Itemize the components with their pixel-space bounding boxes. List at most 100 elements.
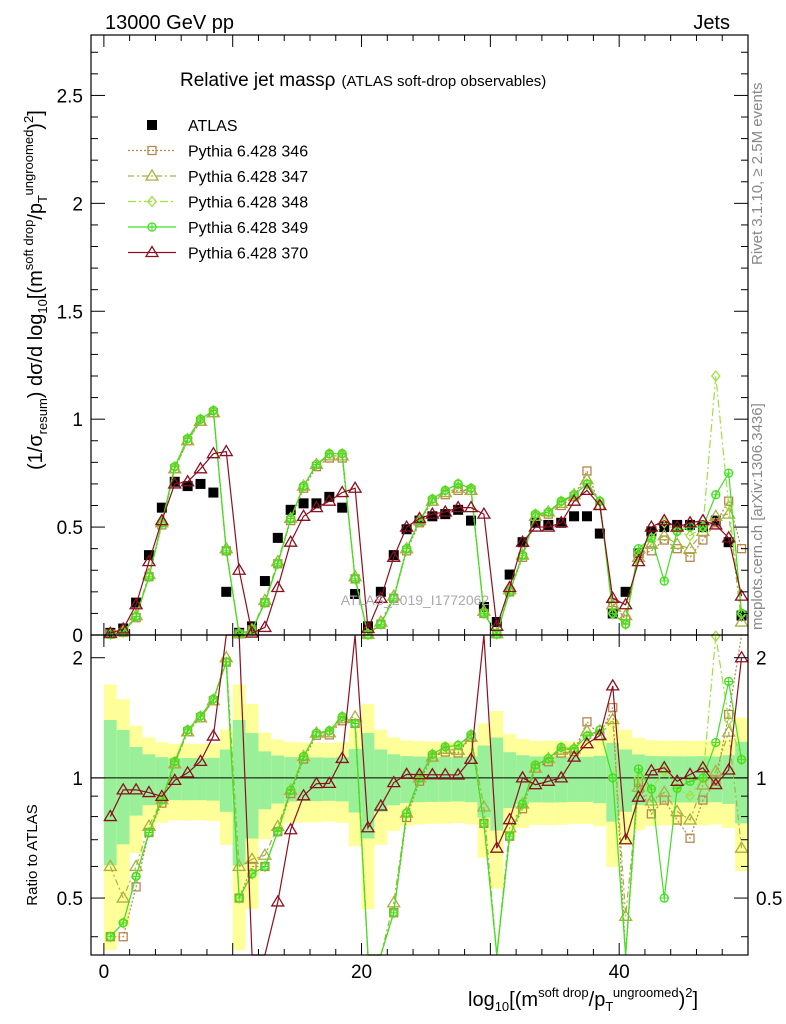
data-marker xyxy=(479,607,489,620)
data-marker xyxy=(427,511,438,522)
marker-cross xyxy=(441,742,450,751)
data-marker xyxy=(169,476,180,487)
ratio-tick-label-right: 0.5 xyxy=(756,889,782,910)
marker-cross xyxy=(454,741,463,750)
marker-cross xyxy=(312,729,321,738)
data-marker xyxy=(118,916,129,929)
data-marker xyxy=(147,195,157,208)
data-marker xyxy=(736,754,747,765)
data-marker xyxy=(698,771,708,784)
marker-cross xyxy=(132,872,141,881)
data-marker xyxy=(412,767,427,780)
data-marker xyxy=(669,519,685,532)
band-green xyxy=(258,751,272,810)
marker-cross xyxy=(312,460,321,469)
data-marker xyxy=(170,756,180,767)
data-marker xyxy=(322,776,337,789)
band-green xyxy=(335,757,349,802)
marker-cross xyxy=(119,918,128,927)
data-marker xyxy=(414,514,425,527)
data-marker xyxy=(399,519,414,532)
data-marker xyxy=(543,519,554,530)
data-marker xyxy=(566,493,582,506)
marker-cross xyxy=(402,544,411,553)
data-marker xyxy=(450,500,466,513)
data-marker xyxy=(324,449,334,459)
data-marker xyxy=(682,515,698,528)
data-marker xyxy=(193,754,208,767)
ratio-tick-label: 1 xyxy=(72,769,83,790)
data-marker xyxy=(244,852,260,865)
data-marker xyxy=(103,809,118,822)
marker-cross xyxy=(376,620,385,629)
x-tick-label: 20 xyxy=(351,962,372,983)
data-marker xyxy=(270,580,285,593)
data-marker xyxy=(646,531,657,544)
data-marker xyxy=(335,485,350,498)
marker-cross xyxy=(286,514,295,523)
legend-label: Pythia 6.428 346 xyxy=(188,144,308,161)
data-marker xyxy=(721,530,736,543)
marker-cross xyxy=(531,761,540,770)
data-marker xyxy=(581,511,592,522)
y-axis-label: (1/σresum) dσ/d log10[(msoft drop/pTungr… xyxy=(21,110,50,470)
marker-cross xyxy=(286,786,295,795)
chart-title-sub: (ATLAS soft-drop observables) xyxy=(341,73,546,90)
marker-cross xyxy=(647,785,656,794)
data-marker xyxy=(450,743,466,755)
marker-cross xyxy=(222,658,231,667)
rivet-label: Rivet 3.1.10, ≥ 2.5M events xyxy=(749,83,766,266)
marker-cross xyxy=(273,827,282,836)
header-right: Jets xyxy=(693,12,730,34)
marker-cross xyxy=(660,894,669,903)
band-green xyxy=(297,757,310,802)
data-marker xyxy=(195,414,206,424)
watermark: ATLAS_2019_I1772062 xyxy=(341,592,490,608)
data-marker xyxy=(324,447,335,460)
data-marker xyxy=(708,777,723,790)
data-marker xyxy=(180,765,195,778)
data-marker xyxy=(311,727,322,740)
marker-cross xyxy=(557,743,566,752)
data-marker xyxy=(633,764,644,774)
data-marker xyxy=(515,770,530,783)
data-marker xyxy=(118,918,128,928)
marker-cross xyxy=(621,620,630,629)
data-marker xyxy=(556,742,566,753)
data-marker xyxy=(388,906,399,919)
data-marker xyxy=(157,516,167,529)
data-marker xyxy=(631,554,646,567)
data-marker xyxy=(350,718,360,729)
marker-cross xyxy=(222,546,231,555)
data-marker xyxy=(685,529,695,542)
data-marker xyxy=(144,572,154,582)
marker-cross xyxy=(441,486,450,495)
data-marker xyxy=(502,812,517,825)
marker-cross xyxy=(505,832,514,841)
data-marker xyxy=(169,755,180,768)
data-marker xyxy=(401,808,412,818)
data-marker xyxy=(505,831,515,841)
data-marker xyxy=(515,534,530,547)
marker-cross xyxy=(196,712,205,721)
data-marker xyxy=(219,444,234,457)
data-marker xyxy=(283,534,298,547)
marker-cross xyxy=(402,809,411,818)
data-marker xyxy=(244,625,260,638)
data-marker xyxy=(695,760,711,773)
marker-cross xyxy=(531,510,540,519)
data-marker xyxy=(182,723,193,736)
data-marker xyxy=(463,500,479,513)
data-marker xyxy=(337,449,347,459)
marker-cross xyxy=(711,738,720,747)
band-green xyxy=(168,758,182,801)
data-marker xyxy=(502,580,517,593)
data-marker xyxy=(386,775,401,788)
data-marker xyxy=(618,597,633,610)
data-marker xyxy=(309,776,324,789)
marker-cross xyxy=(492,629,501,638)
data-marker xyxy=(736,753,747,766)
ratio-frame xyxy=(90,634,749,956)
series-layer xyxy=(103,369,749,956)
data-marker xyxy=(646,809,657,819)
